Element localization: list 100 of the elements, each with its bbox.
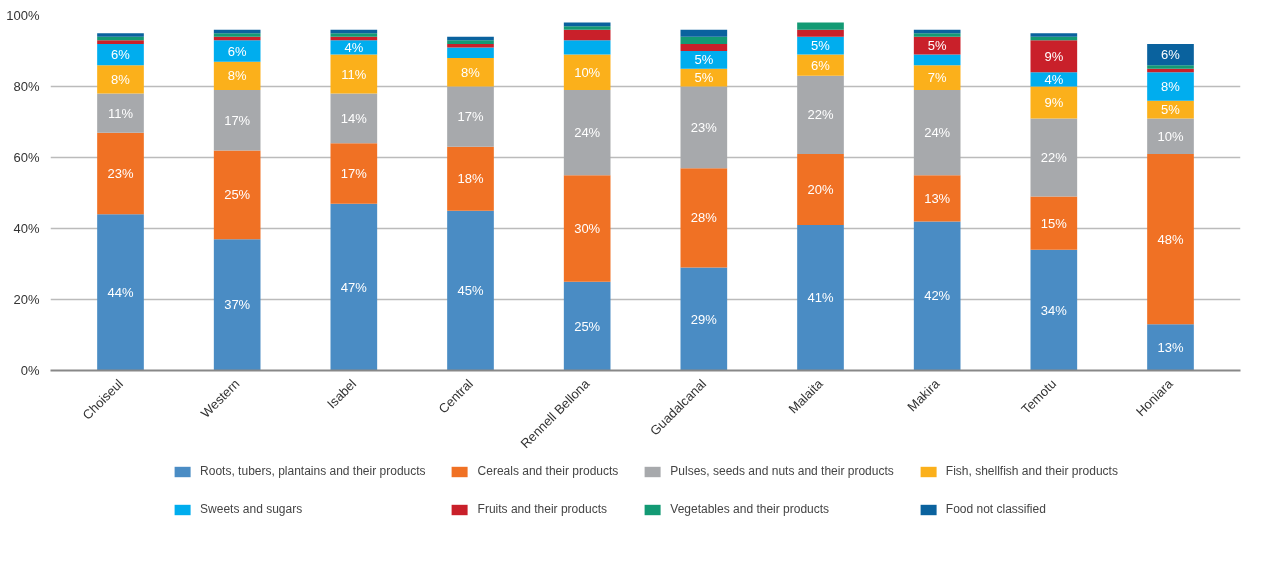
data-label: 14% [340,110,368,126]
bar [680,29,728,37]
bar [330,203,378,371]
bar [447,146,494,211]
bar [913,175,961,222]
data-label: 30% [574,221,601,236]
bar [913,54,961,66]
bar [97,65,144,94]
data-label: 45% [457,283,484,299]
data-label: 10% [574,64,601,80]
data-label: 11% [341,66,367,82]
data-label: 37% [224,297,251,313]
data-label: 6% [811,57,831,73]
bar [213,90,261,151]
data-label: 28% [690,210,718,226]
data-label: 4% [344,39,364,55]
bar [447,210,494,371]
bar [447,40,494,44]
bar [797,75,844,154]
bar [1147,65,1194,69]
data-label: 10% [1157,128,1184,144]
data-label: 13% [924,190,951,206]
legend-label: Fish, shellfish and their products [945,464,1118,478]
data-label: 11% [107,105,134,121]
bar [97,33,144,37]
data-label: 6% [227,43,247,59]
data-label: 9% [1044,48,1064,64]
bar [447,86,494,147]
data-label: 23% [107,165,134,181]
data-label: 5% [811,38,831,54]
data-label: 5% [927,38,947,54]
bar [563,29,611,41]
bar [1030,40,1078,73]
bar [563,40,611,55]
data-label: 5% [694,70,714,86]
bar [330,54,378,94]
bar [213,33,261,37]
bar [563,90,611,176]
bar [1147,118,1194,154]
data-label: 41% [807,290,834,306]
bar [97,132,144,215]
bar [563,54,611,91]
data-label: 17% [457,109,484,125]
bar [97,93,144,133]
data-label: 6% [1161,47,1181,63]
bar [913,33,961,37]
bar [563,281,611,371]
bar [330,143,378,204]
data-label: 18% [457,171,484,187]
bar [330,93,378,144]
y-tick-label: 60% [13,150,40,165]
y-tick-label: 40% [13,221,40,236]
bar [1030,33,1078,37]
y-tick-label: 0% [20,363,40,378]
data-label: 22% [807,107,834,123]
bar [97,214,144,371]
data-label: 8% [111,71,131,87]
bar [680,168,728,268]
data-label: 47% [340,279,368,295]
data-label: 25% [574,318,601,334]
data-label: 5% [1161,102,1181,118]
data-label: 34% [1040,302,1068,318]
data-label: 8% [1161,79,1181,94]
bar [213,150,261,240]
bar [1030,249,1078,371]
bar [797,22,844,30]
bar [797,153,844,225]
y-tick-label: 20% [13,292,40,307]
legend-label: Sweets and sugars [200,502,303,516]
data-label: 7% [927,70,947,86]
y-tick-label: 80% [13,79,40,94]
legend-label: Cereals and their products [477,464,619,478]
data-label: 24% [574,125,601,141]
bar [563,26,611,30]
data-label: 6% [111,47,131,63]
data-label: 17% [224,112,251,128]
legend-label: Vegetables and their products [670,502,830,516]
bar [1030,196,1078,250]
bar [680,86,728,169]
data-label: 5% [694,52,714,68]
data-label: 48% [1157,231,1184,247]
bar [680,36,728,44]
bar [913,90,961,176]
data-label: 25% [224,187,251,203]
bar [447,58,494,87]
y-tick-label: 100% [6,8,40,23]
bar [1147,72,1194,101]
bar [797,29,844,37]
legend-label: Roots, tubers, plantains and their products [200,464,426,478]
bar [447,47,494,59]
bar [213,239,261,371]
data-label: 24% [924,125,951,141]
bar [913,65,961,91]
bar [913,221,961,371]
bar [1147,324,1194,371]
bar [213,61,261,91]
data-label: 44% [107,284,134,300]
bar [563,175,611,282]
data-label: 17% [340,165,368,181]
data-label: 8% [227,68,247,84]
